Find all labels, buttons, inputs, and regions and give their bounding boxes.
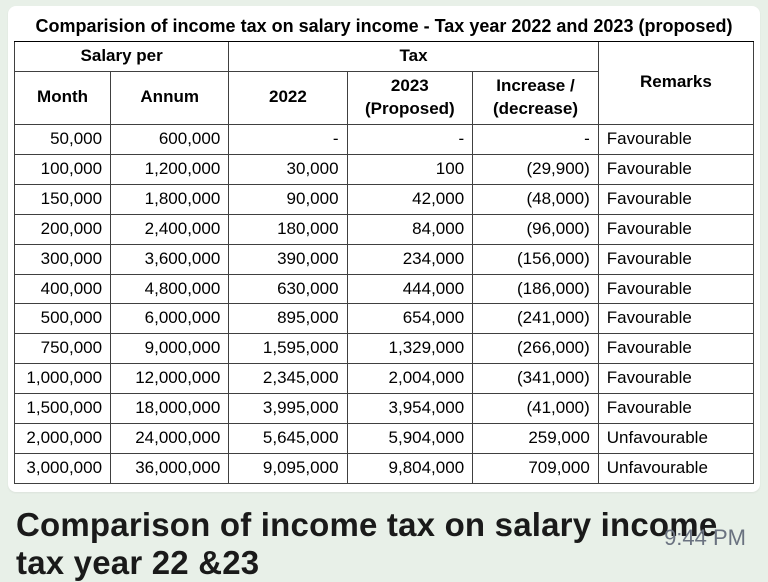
cell-y2023: 2,004,000 <box>347 364 473 394</box>
cell-month: 300,000 <box>15 244 111 274</box>
cell-remarks: Favourable <box>598 334 753 364</box>
cell-annum: 12,000,000 <box>111 364 229 394</box>
cell-delta: (241,000) <box>473 304 599 334</box>
cell-y2022: 180,000 <box>229 214 347 244</box>
cell-y2022: 390,000 <box>229 244 347 274</box>
cell-y2023: 1,329,000 <box>347 334 473 364</box>
cell-month: 50,000 <box>15 124 111 154</box>
cell-y2022: 3,995,000 <box>229 394 347 424</box>
table-row: 200,0002,400,000180,00084,000(96,000)Fav… <box>15 214 754 244</box>
cell-annum: 1,800,000 <box>111 184 229 214</box>
cell-remarks: Favourable <box>598 274 753 304</box>
cell-remarks: Unfavourable <box>598 424 753 454</box>
cell-remarks: Favourable <box>598 394 753 424</box>
timestamp: 9:44 PM <box>664 525 746 551</box>
cell-annum: 18,000,000 <box>111 394 229 424</box>
cell-y2023: - <box>347 124 473 154</box>
header-group-tax: Tax <box>229 42 598 71</box>
cell-y2023: 42,000 <box>347 184 473 214</box>
table-row: 100,0001,200,00030,000100(29,900)Favoura… <box>15 154 754 184</box>
cell-month: 100,000 <box>15 154 111 184</box>
cell-remarks: Favourable <box>598 244 753 274</box>
cell-y2022: 630,000 <box>229 274 347 304</box>
table-row: 3,000,00036,000,0009,095,0009,804,000709… <box>15 454 754 484</box>
cell-y2022: 30,000 <box>229 154 347 184</box>
table-row: 750,0009,000,0001,595,0001,329,000(266,0… <box>15 334 754 364</box>
header-2022: 2022 <box>229 71 347 124</box>
table-row: 150,0001,800,00090,00042,000(48,000)Favo… <box>15 184 754 214</box>
cell-y2023: 654,000 <box>347 304 473 334</box>
cell-month: 400,000 <box>15 274 111 304</box>
header-remarks: Remarks <box>598 42 753 124</box>
cell-annum: 6,000,000 <box>111 304 229 334</box>
cell-remarks: Favourable <box>598 124 753 154</box>
cell-remarks: Favourable <box>598 154 753 184</box>
cell-annum: 9,000,000 <box>111 334 229 364</box>
cell-month: 200,000 <box>15 214 111 244</box>
table-row: 50,000600,000---Favourable <box>15 124 754 154</box>
cell-y2023: 5,904,000 <box>347 424 473 454</box>
cell-y2023: 9,804,000 <box>347 454 473 484</box>
cell-y2022: 9,095,000 <box>229 454 347 484</box>
cell-y2023: 100 <box>347 154 473 184</box>
cell-y2022: 5,645,000 <box>229 424 347 454</box>
cell-annum: 36,000,000 <box>111 454 229 484</box>
cell-y2022: - <box>229 124 347 154</box>
cell-month: 500,000 <box>15 304 111 334</box>
cell-y2023: 234,000 <box>347 244 473 274</box>
cell-month: 3,000,000 <box>15 454 111 484</box>
cell-delta: (29,900) <box>473 154 599 184</box>
tax-table: Comparision of income tax on salary inco… <box>14 10 754 484</box>
cell-annum: 3,600,000 <box>111 244 229 274</box>
header-annum: Annum <box>111 71 229 124</box>
cell-annum: 2,400,000 <box>111 214 229 244</box>
table-row: 400,0004,800,000630,000444,000(186,000)F… <box>15 274 754 304</box>
table-body: 50,000600,000---Favourable100,0001,200,0… <box>15 124 754 483</box>
header-group-salary: Salary per <box>15 42 229 71</box>
cell-y2023: 444,000 <box>347 274 473 304</box>
cell-delta: (186,000) <box>473 274 599 304</box>
cell-remarks: Favourable <box>598 214 753 244</box>
cell-y2023: 3,954,000 <box>347 394 473 424</box>
cell-month: 2,000,000 <box>15 424 111 454</box>
cell-remarks: Favourable <box>598 184 753 214</box>
cell-remarks: Favourable <box>598 304 753 334</box>
cell-annum: 600,000 <box>111 124 229 154</box>
cell-y2022: 1,595,000 <box>229 334 347 364</box>
table-container: Comparision of income tax on salary inco… <box>8 6 760 492</box>
cell-delta: (48,000) <box>473 184 599 214</box>
cell-delta: (41,000) <box>473 394 599 424</box>
cell-annum: 24,000,000 <box>111 424 229 454</box>
cell-month: 750,000 <box>15 334 111 364</box>
cell-delta: (96,000) <box>473 214 599 244</box>
table-row: 1,000,00012,000,0002,345,0002,004,000(34… <box>15 364 754 394</box>
table-row: 2,000,00024,000,0005,645,0005,904,000259… <box>15 424 754 454</box>
cell-month: 150,000 <box>15 184 111 214</box>
cell-y2022: 895,000 <box>229 304 347 334</box>
cell-y2022: 90,000 <box>229 184 347 214</box>
cell-delta: 259,000 <box>473 424 599 454</box>
cell-annum: 4,800,000 <box>111 274 229 304</box>
cell-y2023: 84,000 <box>347 214 473 244</box>
cell-annum: 1,200,000 <box>111 154 229 184</box>
table-title: Comparision of income tax on salary inco… <box>14 10 754 42</box>
cell-delta: (156,000) <box>473 244 599 274</box>
cell-delta: 709,000 <box>473 454 599 484</box>
cell-remarks: Unfavourable <box>598 454 753 484</box>
cell-y2022: 2,345,000 <box>229 364 347 394</box>
cell-delta: (341,000) <box>473 364 599 394</box>
table-row: 500,0006,000,000895,000654,000(241,000)F… <box>15 304 754 334</box>
header-month: Month <box>15 71 111 124</box>
cell-month: 1,500,000 <box>15 394 111 424</box>
header-delta: Increase / (decrease) <box>473 71 599 124</box>
cell-remarks: Favourable <box>598 364 753 394</box>
table-row: 300,0003,600,000390,000234,000(156,000)F… <box>15 244 754 274</box>
cell-delta: (266,000) <box>473 334 599 364</box>
cell-delta: - <box>473 124 599 154</box>
cell-month: 1,000,000 <box>15 364 111 394</box>
caption-text: Comparison of income tax on salary incom… <box>16 506 752 582</box>
header-2023: 2023 (Proposed) <box>347 71 473 124</box>
table-row: 1,500,00018,000,0003,995,0003,954,000(41… <box>15 394 754 424</box>
